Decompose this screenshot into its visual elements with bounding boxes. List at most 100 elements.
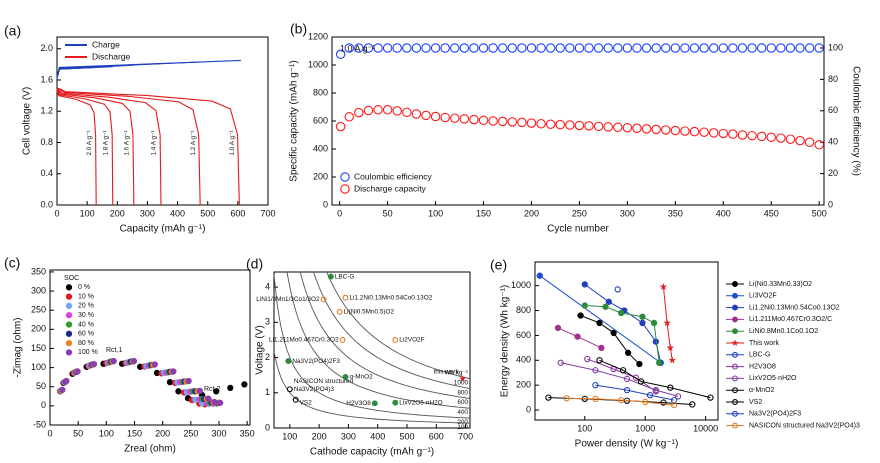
rate-label: 1.4 A g⁻¹ [151, 130, 158, 155]
point-label: Li1.2Ni0.13Mn0.54Co0.13O2 [349, 294, 432, 301]
legend-title: SOC [64, 275, 79, 282]
legend-marker [65, 302, 73, 310]
point [623, 386, 631, 394]
legend-marker [65, 339, 73, 347]
y-tick-label: 0 [526, 404, 531, 414]
x-tick-label: 300 [620, 208, 635, 218]
point [392, 106, 402, 116]
y-tick-label: 0 [265, 422, 270, 432]
contour-label: 200 [457, 419, 468, 426]
point [766, 132, 777, 142]
point [373, 105, 383, 115]
point [651, 43, 661, 53]
contour-unit: Wh kg⁻¹ [444, 369, 468, 376]
legend-label: 20 % [78, 303, 94, 310]
legend-label: 0 % [78, 284, 90, 291]
point [592, 367, 599, 374]
legend-label: LBC-G [749, 352, 770, 359]
point [517, 117, 527, 128]
point [623, 375, 631, 383]
point [74, 368, 81, 375]
legend-marker [732, 316, 738, 323]
series-line [584, 305, 660, 363]
contour-label: 400 [457, 409, 468, 416]
legend-label: This work [749, 340, 779, 347]
legend-marker [732, 304, 738, 311]
point [574, 333, 581, 340]
contour-line [299, 271, 471, 399]
y-tick-label: 800 [313, 87, 328, 97]
legend-label: LixV2O5·nH2O [749, 375, 797, 382]
point [593, 121, 604, 132]
point [213, 388, 220, 395]
legend-label: Discharge [92, 51, 131, 61]
x-tick-label: 150 [127, 428, 142, 438]
point [642, 398, 649, 406]
point [459, 43, 470, 53]
x-tick-label: 400 [370, 431, 385, 441]
point [598, 344, 605, 351]
point [536, 119, 546, 129]
point [90, 360, 98, 368]
legend-marker [732, 328, 738, 335]
point [622, 43, 633, 53]
legend-label: 80 % [78, 340, 94, 347]
point [652, 386, 660, 394]
y-tick-label: 1.6 [40, 74, 53, 84]
point-label: Na3V2(PO4)2F3 [292, 358, 340, 365]
point [639, 313, 646, 320]
point [632, 374, 640, 381]
y-tick-label: 800 [516, 305, 531, 315]
point [766, 43, 777, 53]
x-tick-label: 400 [716, 208, 731, 218]
y-tick-label: 50 [36, 381, 46, 391]
legend-marker [340, 172, 350, 182]
contour-line [313, 271, 471, 390]
point [166, 378, 174, 386]
y-tick-label: 1.2 [40, 106, 53, 116]
point [785, 43, 796, 53]
x-axis-label: Cycle number [547, 224, 609, 235]
plot-frame [49, 269, 251, 426]
point [469, 43, 479, 53]
point [596, 319, 603, 327]
point [610, 329, 617, 337]
point [354, 107, 364, 118]
point [639, 319, 646, 327]
point [641, 124, 652, 134]
point [545, 394, 552, 401]
point [517, 43, 527, 53]
point [411, 43, 422, 53]
plot-frame [273, 271, 471, 429]
x-tick-label: 0 [337, 208, 342, 218]
point [363, 43, 374, 53]
point [488, 43, 498, 53]
point [689, 126, 700, 137]
point [707, 394, 714, 401]
point [536, 272, 543, 279]
point [603, 122, 613, 132]
point [737, 43, 748, 53]
point [581, 281, 588, 288]
y-tick-label: 1000 [511, 280, 531, 290]
legend-marker [732, 410, 738, 417]
point [411, 109, 422, 119]
point [382, 105, 393, 115]
point [574, 120, 585, 131]
point [185, 377, 192, 385]
curve [56, 87, 240, 206]
point [175, 388, 182, 395]
point [603, 43, 613, 53]
x-axis-label: Capacity (mAh g⁻¹) [120, 224, 206, 235]
legend-label: Li(Ni0.33Mn0.33)O2 [749, 281, 812, 288]
y-tick-label: 2 [265, 352, 270, 362]
point [747, 43, 757, 53]
point [668, 355, 677, 364]
point [216, 399, 224, 406]
legend-marker [65, 312, 73, 319]
series-line [595, 384, 675, 401]
x-axis-label: Power density (W kg⁻¹) [575, 439, 679, 450]
point [211, 398, 218, 406]
x-tick-label: 1000 [635, 423, 655, 433]
legend-label: Li1.211Mo0.467Cr0.3O2/C [749, 316, 832, 323]
